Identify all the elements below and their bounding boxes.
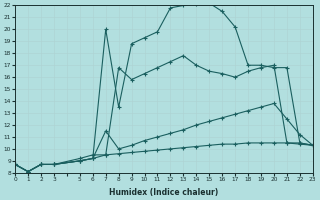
X-axis label: Humidex (Indice chaleur): Humidex (Indice chaleur) xyxy=(109,188,219,197)
